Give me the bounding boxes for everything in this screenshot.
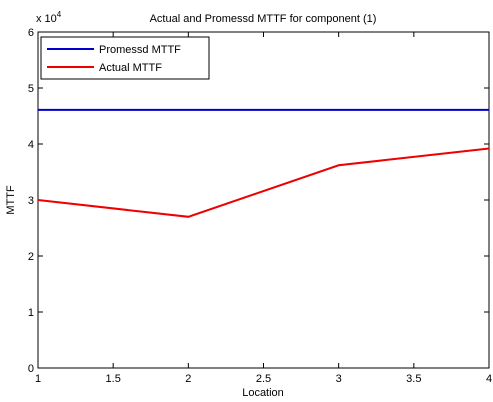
chart-title: Actual and Promessd MTTF for component (…: [150, 13, 377, 25]
x-tick-label: 2: [185, 373, 191, 385]
y-axis-ticks: 0 1 2 3 4 5 6: [28, 27, 489, 375]
x-axis-label: Location: [242, 387, 284, 399]
x-tick-label: 3: [336, 373, 342, 385]
x-tick-label: 1.5: [106, 373, 121, 385]
plot-area: [37, 31, 490, 369]
legend: Promessd MTTF Actual MTTF: [40, 36, 210, 80]
y-tick-label: 6: [28, 27, 34, 39]
y-tick-label: 1: [28, 307, 34, 319]
y-tick-label: 5: [28, 83, 34, 95]
x-tick-label: 3.5: [406, 373, 421, 385]
legend-label: Actual MTTF: [99, 62, 162, 74]
y-multiplier: x 104: [36, 10, 62, 25]
y-multiplier-base: x 10: [36, 13, 57, 25]
x-tick-label: 1: [35, 373, 41, 385]
y-tick-label: 0: [28, 363, 34, 375]
y-tick-label: 3: [28, 195, 34, 207]
svg-text:x 104: x 104: [36, 10, 62, 25]
y-axis-label: MTTF: [5, 185, 17, 215]
y-multiplier-exponent: 4: [57, 10, 62, 19]
legend-label: Promessd MTTF: [99, 44, 181, 56]
x-axis-ticks: 1 1.5 2 2.5 3 3.5 4: [35, 32, 492, 385]
x-tick-label: 2.5: [256, 373, 271, 385]
series-lines: [37, 108, 490, 218]
series-line: [37, 147, 490, 218]
legend-box: [40, 36, 210, 80]
x-tick-label: 4: [486, 373, 492, 385]
y-tick-label: 2: [28, 251, 34, 263]
y-tick-label: 4: [28, 139, 34, 151]
